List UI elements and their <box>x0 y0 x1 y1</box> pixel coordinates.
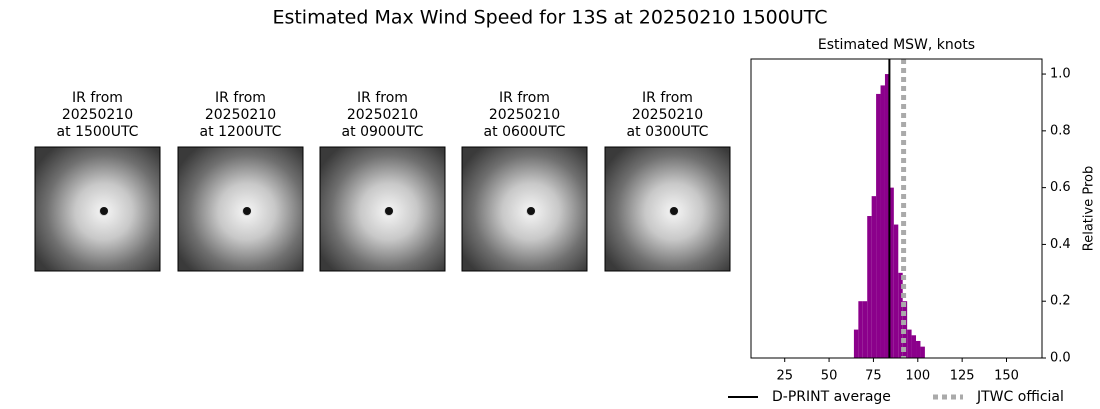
hist-bar <box>884 74 890 359</box>
panel-caption: at 1200UTC <box>200 124 282 140</box>
hist-bar <box>876 93 881 358</box>
figure-title: Estimated Max Wind Speed for 13S at 2025… <box>272 7 827 29</box>
legend-label: D-PRINT average <box>772 389 891 405</box>
panel-caption: IR from <box>72 90 123 106</box>
panel-caption: 20250210 <box>62 107 133 123</box>
storm-eye <box>385 207 393 215</box>
hist-bar <box>907 329 912 358</box>
chart-title: Estimated MSW, knots <box>818 37 975 53</box>
panel-caption: 20250210 <box>489 107 560 123</box>
ir-image <box>604 146 731 272</box>
hist-bar <box>853 329 859 358</box>
ir-image <box>319 146 446 272</box>
panel-caption: IR from <box>642 90 693 106</box>
y-tick-label: 0.0 <box>1050 351 1071 366</box>
legend-label: JTWC official <box>976 389 1064 405</box>
ir-image <box>177 146 304 272</box>
storm-eye <box>527 207 535 215</box>
hist-bar <box>889 187 894 358</box>
ir-image <box>34 146 161 272</box>
hist-bar <box>871 196 877 358</box>
panel-caption: at 0300UTC <box>627 124 709 140</box>
x-tick-label: 50 <box>821 369 838 384</box>
hist-bar <box>893 224 899 358</box>
hist-bar <box>916 340 921 358</box>
hist-bar <box>862 301 868 358</box>
x-tick-label: 75 <box>865 369 882 384</box>
x-tick-label: 125 <box>950 369 975 384</box>
hist-bar <box>867 216 872 358</box>
y-tick-label: 0.8 <box>1050 123 1071 138</box>
y-tick-label: 1.0 <box>1050 67 1071 82</box>
x-tick-label: 150 <box>994 369 1019 384</box>
x-tick-label: 100 <box>905 369 930 384</box>
hist-bar <box>920 346 925 358</box>
panel-caption: at 0600UTC <box>484 124 566 140</box>
x-tick-label: 25 <box>776 369 793 384</box>
panel-caption: 20250210 <box>205 107 276 123</box>
panel-caption: IR from <box>215 90 266 106</box>
panel-caption: at 1500UTC <box>57 124 139 140</box>
y-tick-label: 0.6 <box>1050 180 1071 195</box>
y-tick-label: 0.4 <box>1050 237 1071 252</box>
hist-bar <box>880 85 885 358</box>
panel-caption: 20250210 <box>347 107 418 123</box>
panel-caption: at 0900UTC <box>342 124 424 140</box>
hist-bar <box>911 335 917 358</box>
panel-caption: IR from <box>357 90 408 106</box>
hist-bar <box>858 301 863 358</box>
storm-eye <box>670 207 678 215</box>
y-tick-label: 0.2 <box>1050 294 1071 309</box>
y-axis-label: Relative Prob <box>1082 166 1097 251</box>
panel-caption: 20250210 <box>632 107 703 123</box>
storm-eye <box>100 207 108 215</box>
panel-caption: IR from <box>499 90 550 106</box>
ir-image <box>461 146 588 272</box>
storm-eye <box>243 207 251 215</box>
hist-bar <box>898 272 903 358</box>
plot-frame <box>750 58 1043 359</box>
